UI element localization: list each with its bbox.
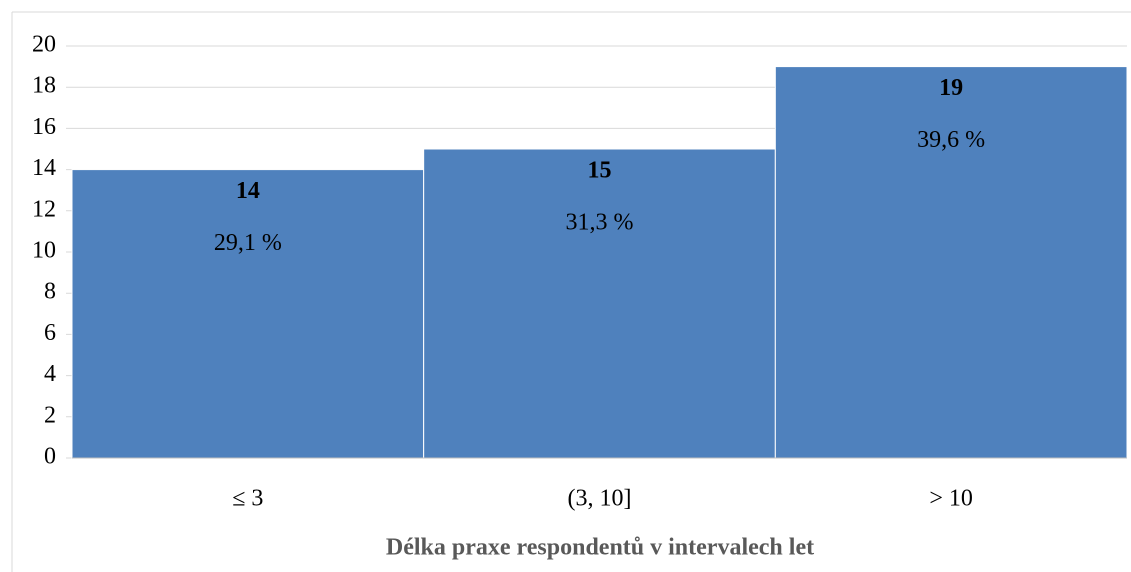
y-tick-label: 8 [44, 279, 56, 305]
percent-label: 39,6 % [917, 127, 985, 153]
percent-label: 31,3 % [566, 210, 634, 236]
y-tick-label: 12 [32, 196, 56, 222]
x-tick-label: (3, 10] [568, 486, 632, 512]
y-tick-label: 20 [32, 32, 56, 58]
bar [774, 66, 1128, 459]
value-label: 19 [939, 75, 963, 101]
y-tick-label: 14 [32, 155, 56, 181]
x-tick-label: > 10 [929, 486, 973, 512]
y-tick-label: 0 [44, 444, 56, 470]
x-axis-title: Délka praxe respondentů v intervalech le… [386, 535, 814, 561]
y-tick-label: 2 [44, 402, 56, 428]
y-tick-label: 10 [32, 238, 56, 264]
value-label: 14 [236, 178, 260, 204]
y-tick-label: 18 [32, 73, 56, 99]
value-label: 15 [588, 158, 612, 184]
x-tick-label: ≤ 3 [232, 486, 263, 512]
y-tick-label: 6 [44, 320, 56, 346]
y-tick-label: 16 [32, 114, 56, 140]
y-tick-label: 4 [44, 361, 56, 387]
bar [71, 169, 425, 459]
bar [423, 148, 776, 459]
percent-label: 29,1 % [214, 230, 282, 256]
